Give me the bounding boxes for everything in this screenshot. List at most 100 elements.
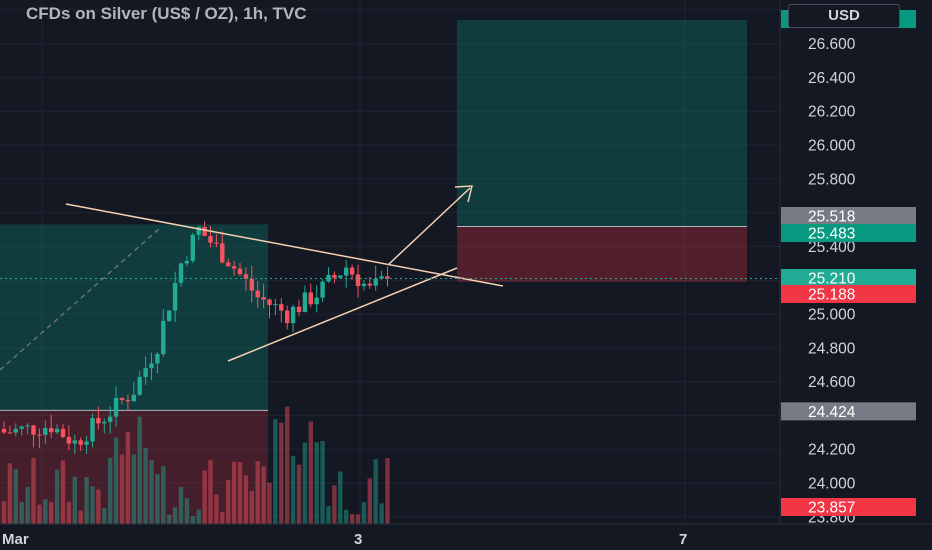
candlesticks [1,221,390,454]
price-tick-label: 26.400 [808,70,856,87]
candle-body [60,428,66,437]
candle-body [285,310,290,324]
volume-bars [1,406,390,524]
volume-bar [13,469,18,524]
volume-bar [296,464,302,524]
candle-body [231,266,237,269]
volume-bar [361,502,367,524]
lower-trendline[interactable] [227,267,458,362]
candle-body [161,320,166,355]
volume-bar [149,460,154,524]
upper-trendline[interactable] [65,203,504,287]
price-tick-label: 24.000 [808,476,856,493]
candle-body [184,260,190,264]
volume-bar [84,477,89,524]
volume-bar [279,422,284,524]
candle-body [314,297,319,305]
candle-body [25,425,30,427]
volume-bar [178,486,184,524]
time-axis[interactable]: Mar 3 7 [0,523,932,550]
volume-bar [60,460,66,524]
price-label-badge [781,224,916,242]
breakout-arrow[interactable] [388,187,471,265]
candle-body [37,434,42,436]
volume-bar [243,475,249,524]
candle-body [379,276,384,279]
volume-bar [273,419,278,524]
volume-bar [320,440,325,524]
volume-bar [184,498,190,524]
candle-body [249,278,254,291]
candle-body [326,274,331,282]
candle-body [119,397,125,400]
candle-body [208,236,213,243]
volume-bar [113,437,119,524]
candle-body [167,310,172,321]
candle-body [113,397,119,417]
candle-body [308,292,313,305]
volume-bar [96,489,101,524]
candle-body [220,243,225,263]
volume-bar [125,431,131,524]
volume-bar [143,447,148,524]
candle-body [49,428,54,433]
candle-body [131,394,136,402]
volume-bar [155,474,160,524]
candle-body [19,426,24,429]
volume-bar [355,514,361,524]
volume-bar [19,501,24,524]
candle-body [332,274,337,278]
price-tick-label: 26.600 [808,36,856,53]
volume-bar [25,486,30,524]
candle-body [43,428,48,435]
price-label-text: 25.210 [808,271,856,288]
volume-bar [78,510,83,524]
candle-body [72,440,77,444]
long-position-profit-zone-2[interactable] [457,19,747,227]
volume-bar [226,479,231,524]
volume-bar [220,511,225,524]
volume-bar [367,478,372,524]
volume-bar [314,442,319,524]
drawing-tools[interactable] [0,185,780,371]
candle-body [90,417,95,442]
volume-bar [90,486,95,524]
candle-body [243,274,249,279]
time-tick-label: 3 [354,531,362,548]
volume-bar [302,442,308,524]
long-position-loss-zone-2[interactable] [457,226,747,282]
price-tick-label: 24.800 [808,340,856,357]
candle-body [226,262,231,267]
price-tick-label: 25.400 [808,239,856,256]
price-tick-label: 25.800 [808,171,856,188]
candle-body [367,283,372,286]
candle-body [125,399,131,402]
candle-body [66,436,72,444]
volume-bar [385,458,390,524]
volume-bar [167,514,172,524]
price-tick-label: 24.600 [808,374,856,391]
volume-bar [137,416,142,524]
price-label-badge [781,207,916,225]
volume-bar [49,502,54,524]
candle-body [202,226,207,237]
candle-body [338,275,343,278]
candle-body [261,297,266,300]
price-label-badge [781,269,916,287]
volume-bar [37,504,42,524]
volume-bar [373,459,378,524]
price-label-badge [781,402,916,421]
currency-button[interactable]: USD [788,4,900,28]
candle-body [178,263,184,283]
price-label-badge [781,498,916,516]
volume-bar [196,509,201,524]
candle-body [255,290,260,298]
volume-bar [332,485,337,524]
candle-body [84,441,89,445]
volume-bar [66,501,72,524]
volume-bar [231,461,237,524]
time-axis-bg [0,524,932,550]
candle-body [355,274,361,287]
volume-bar [267,482,272,524]
